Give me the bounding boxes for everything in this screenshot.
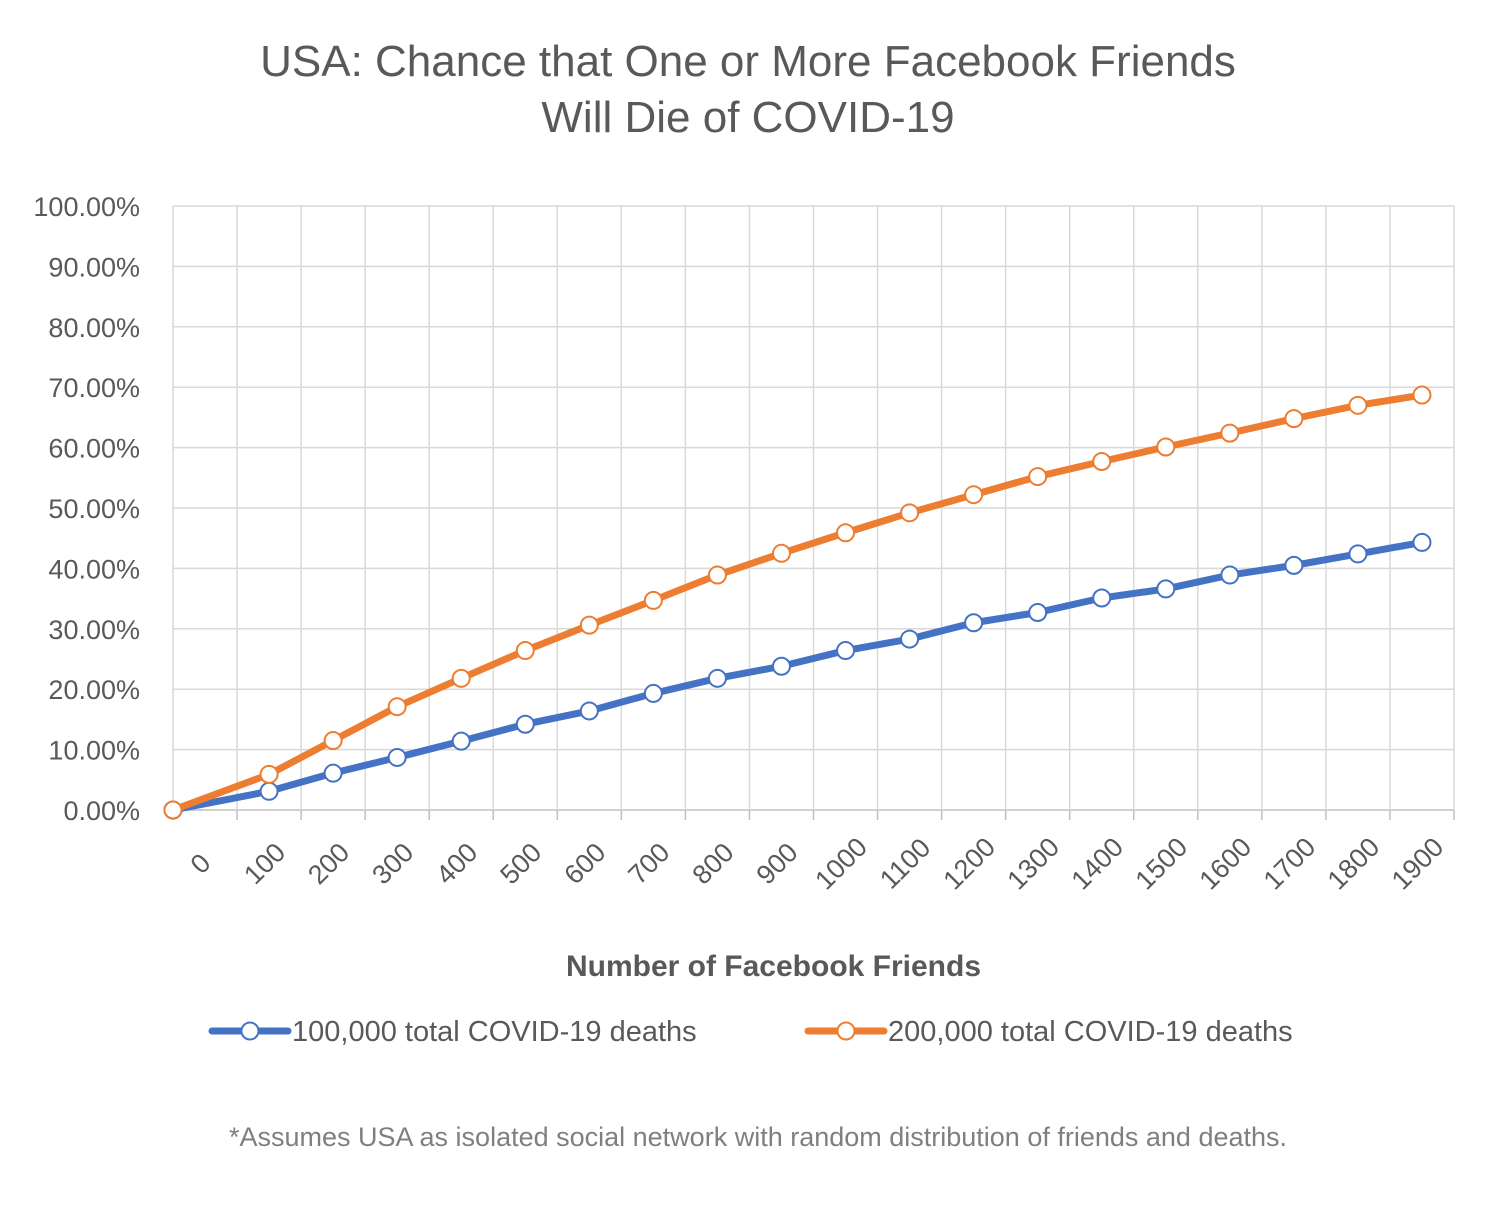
data-point bbox=[707, 565, 727, 585]
footnote: *Assumes USA as isolated social network … bbox=[228, 1122, 1288, 1152]
y-tick-label: 80.00% bbox=[48, 313, 140, 343]
data-point bbox=[259, 781, 279, 801]
data-point bbox=[1348, 395, 1368, 415]
y-tick-label: 50.00% bbox=[48, 494, 140, 524]
data-point bbox=[1284, 555, 1304, 575]
series-line-2 bbox=[169, 391, 1426, 814]
data-point bbox=[515, 714, 535, 734]
y-tick-label: 60.00% bbox=[48, 434, 140, 464]
legend-label: 200,000 total COVID-19 deaths bbox=[888, 1016, 1293, 1048]
x-tick-label: 1200 bbox=[937, 832, 1001, 896]
x-tick-label: 1400 bbox=[1065, 832, 1129, 896]
data-point bbox=[836, 523, 856, 543]
data-point bbox=[964, 485, 984, 505]
line-chart: 0.00% 10.00% 20.00% 30.00% 40.00% 50.00% 60.00… bbox=[33, 192, 1455, 1048]
data-point bbox=[1220, 423, 1240, 443]
data-point bbox=[1028, 467, 1048, 487]
data-point bbox=[323, 731, 343, 751]
x-tick-label: 900 bbox=[751, 837, 804, 890]
y-tick-label: 20.00% bbox=[48, 675, 140, 705]
x-tick-label: 100 bbox=[238, 837, 291, 890]
x-tick-label: 200 bbox=[302, 837, 355, 890]
y-tick-label: 40.00% bbox=[48, 554, 140, 584]
data-point bbox=[1156, 579, 1176, 599]
data-point bbox=[707, 668, 727, 688]
data-point bbox=[643, 683, 663, 703]
x-tick-label: 800 bbox=[686, 837, 739, 890]
data-point bbox=[1348, 544, 1368, 564]
data-point bbox=[387, 747, 407, 767]
x-tick-label: 1800 bbox=[1322, 832, 1386, 896]
x-tick-label: 1300 bbox=[1001, 832, 1065, 896]
y-tick-label: 100.00% bbox=[33, 192, 140, 222]
y-tick-label: 90.00% bbox=[48, 252, 140, 282]
data-point bbox=[900, 629, 920, 649]
data-point bbox=[1092, 588, 1112, 608]
x-tick-label: 1000 bbox=[809, 832, 873, 896]
data-point bbox=[1220, 565, 1240, 585]
x-axis-title: Number of Facebook Friends bbox=[566, 950, 981, 983]
chart-title-line-1: USA: Chance that One or More Facebook Fr… bbox=[260, 37, 1236, 86]
data-point bbox=[1284, 409, 1304, 429]
y-tick-label: 70.00% bbox=[48, 373, 140, 403]
data-point bbox=[1412, 532, 1432, 552]
x-tick-label: 1900 bbox=[1386, 832, 1450, 896]
legend-swatch-marker bbox=[240, 1021, 260, 1041]
y-tick-label: 30.00% bbox=[48, 615, 140, 645]
data-point bbox=[323, 763, 343, 783]
data-point bbox=[1092, 451, 1112, 471]
series-line-1 bbox=[169, 538, 1426, 814]
x-tick-label: 0 bbox=[185, 848, 217, 880]
x-tick-label: 500 bbox=[494, 837, 547, 890]
data-point bbox=[900, 503, 920, 523]
x-tick-label: 1700 bbox=[1258, 832, 1322, 896]
data-point bbox=[451, 731, 471, 751]
data-point bbox=[1412, 385, 1432, 405]
y-tick-label: 10.00% bbox=[48, 736, 140, 766]
data-point bbox=[515, 641, 535, 661]
data-point bbox=[964, 613, 984, 633]
data-point bbox=[1156, 437, 1176, 457]
x-tick-label: 1600 bbox=[1194, 832, 1258, 896]
data-point bbox=[836, 641, 856, 661]
data-point bbox=[579, 615, 599, 635]
y-tick-label: 0.00% bbox=[63, 796, 140, 826]
data-point bbox=[451, 668, 471, 688]
data-point bbox=[771, 543, 791, 563]
data-point bbox=[1028, 602, 1048, 622]
chart-title: USA: Chance that One or More Facebook Fr… bbox=[0, 34, 1496, 146]
data-point bbox=[387, 697, 407, 717]
chart-title-line-2: Will Die of COVID-19 bbox=[541, 93, 955, 142]
data-point bbox=[643, 590, 663, 610]
data-point bbox=[579, 701, 599, 721]
legend-label: 100,000 total COVID-19 deaths bbox=[292, 1016, 697, 1048]
x-tick-label: 400 bbox=[430, 837, 483, 890]
x-tick-label: 1500 bbox=[1130, 832, 1194, 896]
x-tick-label: 300 bbox=[366, 837, 419, 890]
x-tick-label: 600 bbox=[558, 837, 611, 890]
data-point bbox=[771, 656, 791, 676]
data-point bbox=[163, 800, 183, 820]
data-point bbox=[259, 764, 279, 784]
x-tick-label: 1100 bbox=[874, 833, 936, 895]
legend-swatch-marker bbox=[836, 1021, 856, 1041]
x-tick-label: 700 bbox=[622, 837, 675, 890]
